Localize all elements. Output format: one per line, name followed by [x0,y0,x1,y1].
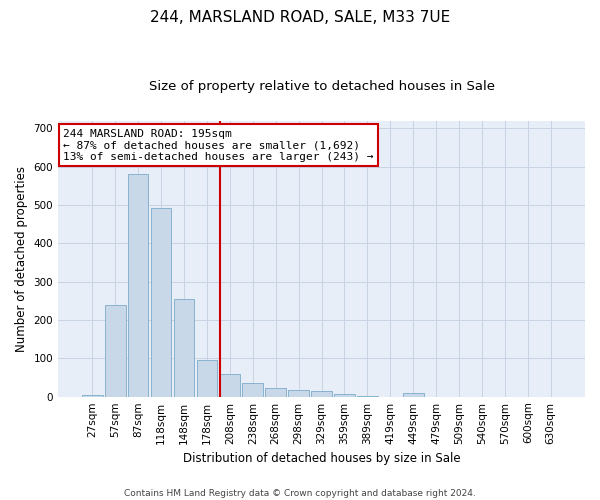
Title: Size of property relative to detached houses in Sale: Size of property relative to detached ho… [149,80,494,93]
Bar [265,388,286,396]
Bar [105,306,125,396]
Bar [82,395,103,396]
Bar [173,298,194,396]
Text: Contains HM Land Registry data © Crown copyright and database right 2024.: Contains HM Land Registry data © Crown c… [124,488,476,498]
Bar [151,208,172,396]
Bar [311,392,332,396]
Text: 244, MARSLAND ROAD, SALE, M33 7UE: 244, MARSLAND ROAD, SALE, M33 7UE [150,10,450,25]
Bar [220,374,240,396]
Text: 244 MARSLAND ROAD: 195sqm
← 87% of detached houses are smaller (1,692)
13% of se: 244 MARSLAND ROAD: 195sqm ← 87% of detac… [64,129,374,162]
Bar [403,393,424,396]
Bar [128,174,148,396]
X-axis label: Distribution of detached houses by size in Sale: Distribution of detached houses by size … [183,452,460,465]
Bar [197,360,217,397]
Y-axis label: Number of detached properties: Number of detached properties [15,166,28,352]
Bar [334,394,355,396]
Bar [288,390,309,396]
Bar [242,384,263,396]
